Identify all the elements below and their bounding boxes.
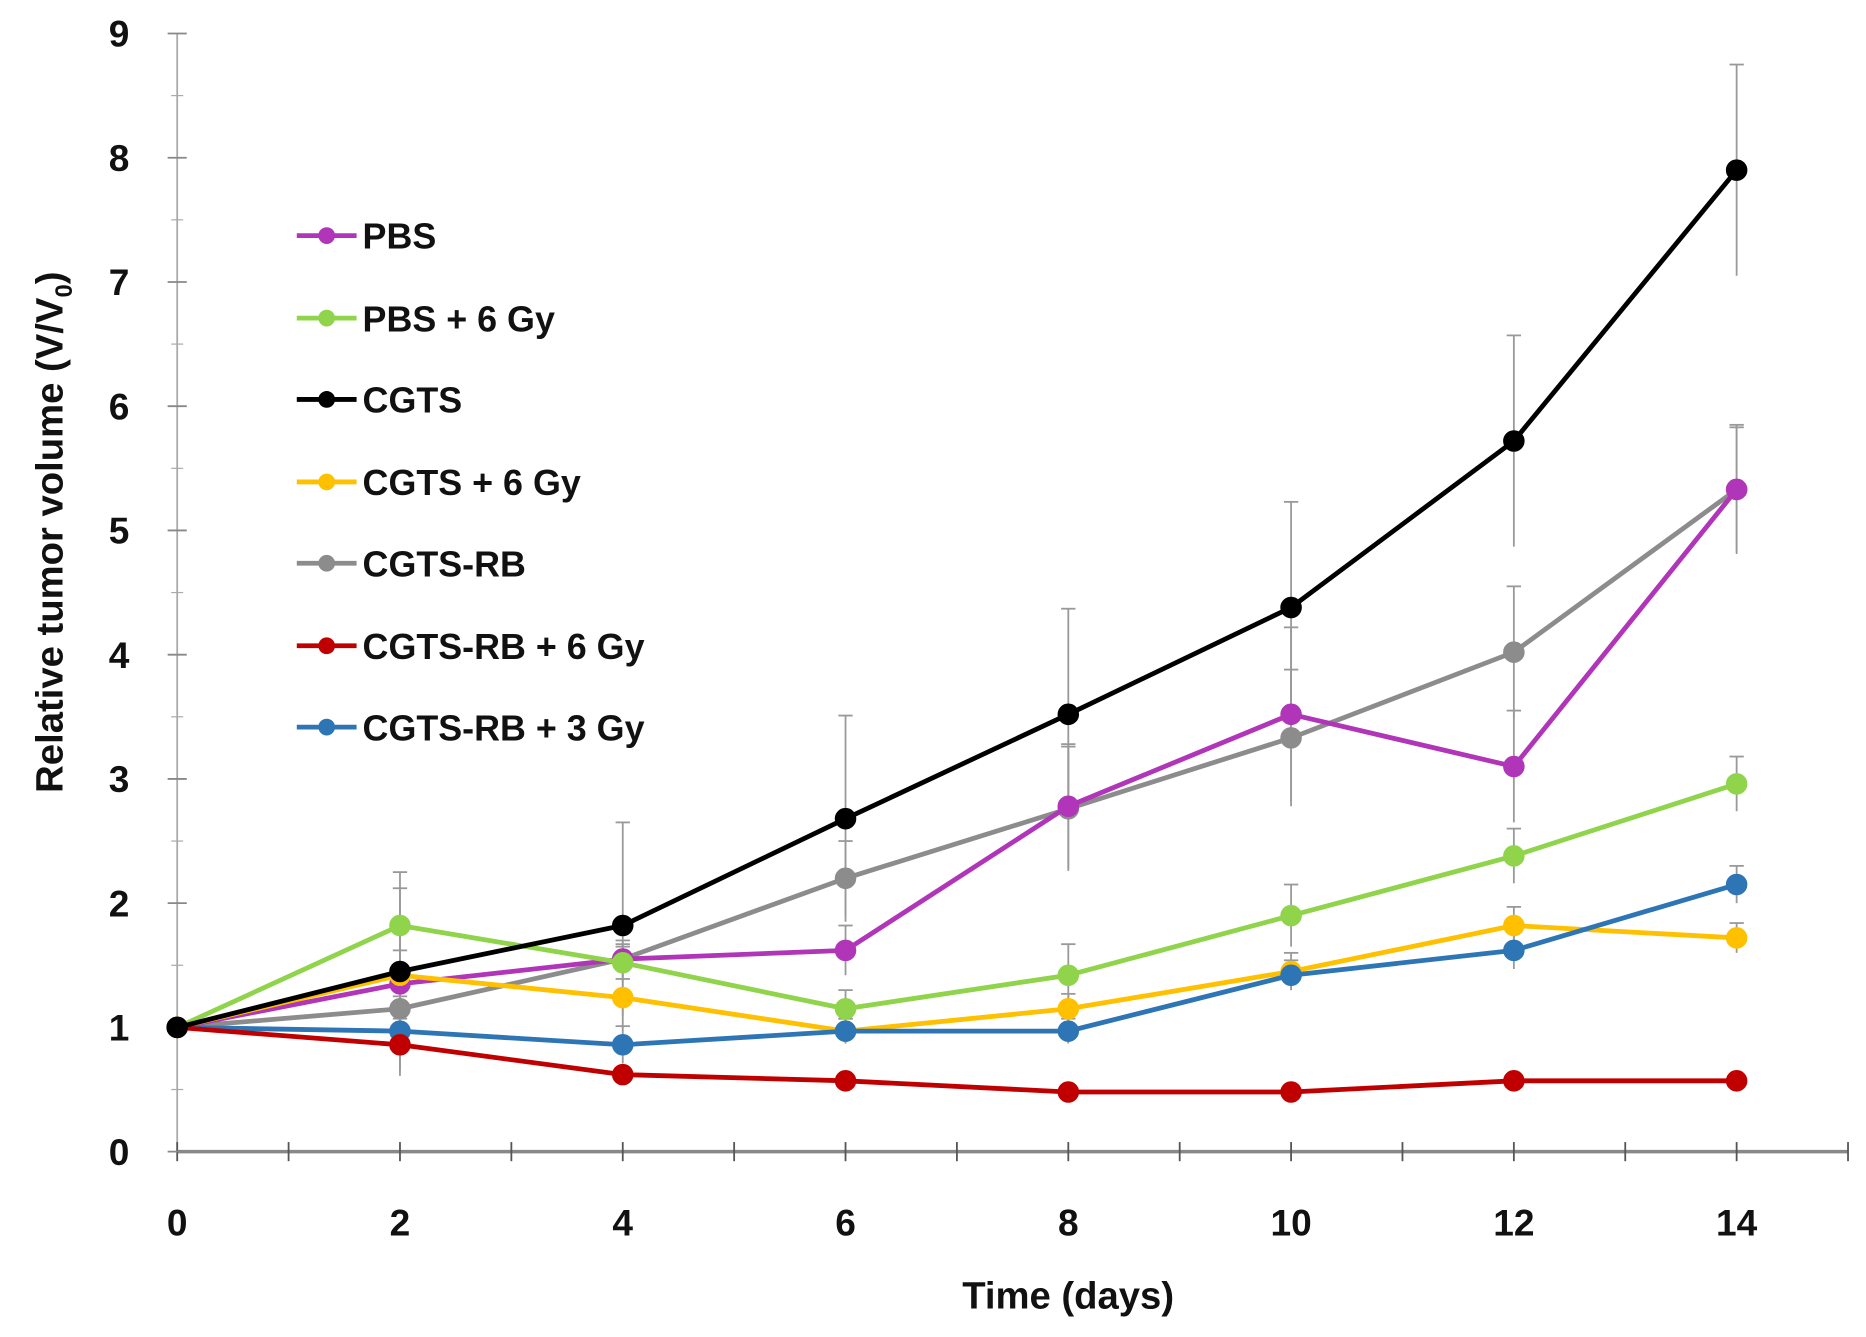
data-point <box>834 807 857 830</box>
x-tick-label: 4 <box>612 1201 633 1243</box>
series-line <box>177 1025 1737 1095</box>
y-axis-label: Relative tumor volume (V/V0) <box>28 272 78 793</box>
data-point <box>1503 1070 1525 1092</box>
legend-swatch-marker <box>318 473 336 491</box>
x-axis-label: Time (days) <box>962 1274 1174 1317</box>
data-point <box>389 914 411 937</box>
series-lines <box>166 159 1748 1103</box>
series-line <box>176 781 1738 1030</box>
x-tick-label: 8 <box>1058 1201 1079 1243</box>
data-point <box>1280 727 1302 749</box>
data-point <box>1725 773 1748 795</box>
x-tick-label: 6 <box>835 1201 856 1243</box>
data-point <box>611 1034 634 1056</box>
data-point <box>611 986 634 1009</box>
data-point <box>1503 939 1525 962</box>
legend-label: CGTS + 6 Gy <box>363 463 581 503</box>
data-point <box>834 867 857 890</box>
data-point <box>1280 596 1302 619</box>
data-point <box>611 1063 634 1086</box>
legend-item: CGTS-RB <box>296 544 526 584</box>
legend-swatch-marker <box>318 554 336 572</box>
legend-swatch-marker <box>318 718 336 736</box>
legend-label: PBS <box>363 217 437 257</box>
data-point <box>1503 845 1525 867</box>
x-tick-label: 14 <box>1716 1201 1758 1243</box>
data-point <box>1280 703 1302 726</box>
series-pbs-6-gy <box>166 773 1748 1039</box>
legend-item: CGTS + 6 Gy <box>296 463 581 503</box>
series-line <box>176 168 1739 1030</box>
data-point <box>1725 927 1748 949</box>
legend-label: CGTS-RB + 3 Gy <box>363 708 645 748</box>
legend-swatch-marker <box>318 309 336 327</box>
legend-label: CGTS-RB <box>363 544 526 584</box>
x-tick-label: 2 <box>390 1201 411 1243</box>
data-point <box>1057 964 1080 986</box>
series-line <box>177 487 1739 1030</box>
legend-swatch-marker <box>318 227 336 244</box>
data-point <box>1503 641 1525 663</box>
y-tick-label: 2 <box>109 882 130 924</box>
y-tick-label: 9 <box>109 13 130 55</box>
series-line <box>176 923 1737 1034</box>
data-point <box>611 914 634 937</box>
data-point <box>1057 703 1080 726</box>
legend-item: CGTS-RB + 6 Gy <box>296 627 645 667</box>
legend-swatch-marker <box>318 637 336 655</box>
legend-item: PBS <box>296 217 437 257</box>
series-line <box>177 882 1738 1048</box>
legend: PBS PBS + 6 Gy CGTS CGTS + 6 Gy CGTS-RB CGTS-… <box>296 217 645 748</box>
data-point <box>1280 964 1302 986</box>
legend-item: CGTS-RB + 3 Gy <box>296 708 645 748</box>
y-tick-label: 1 <box>109 1007 130 1049</box>
data-point <box>1725 159 1748 181</box>
legend-label: CGTS-RB + 6 Gy <box>363 627 645 667</box>
data-point <box>1057 997 1080 1020</box>
data-point <box>389 997 411 1020</box>
legend-label: CGTS <box>363 381 463 421</box>
data-point <box>1725 873 1748 896</box>
data-point <box>1725 478 1748 501</box>
legend-item: CGTS <box>296 381 463 421</box>
data-point <box>1057 1081 1080 1103</box>
data-point <box>834 1070 857 1092</box>
data-point <box>834 997 857 1020</box>
data-point <box>834 1020 857 1042</box>
data-point <box>1503 430 1525 452</box>
data-point <box>166 1016 188 1039</box>
y-tick-label: 0 <box>109 1131 130 1173</box>
data-point <box>1503 755 1525 778</box>
data-point <box>1057 795 1080 818</box>
x-tick-label: 10 <box>1270 1201 1311 1243</box>
y-tick-label: 3 <box>109 758 130 800</box>
x-tick-label: 12 <box>1493 1201 1534 1243</box>
data-point <box>1280 904 1302 927</box>
data-point <box>389 1034 411 1056</box>
y-tick-label: 8 <box>109 137 130 179</box>
legend-label: PBS + 6 Gy <box>363 299 555 339</box>
data-point <box>1725 1070 1748 1092</box>
y-tick-label: 7 <box>109 261 130 303</box>
data-point <box>611 952 634 974</box>
data-point <box>1057 1020 1080 1042</box>
y-tick-label: 5 <box>109 510 130 552</box>
data-point <box>389 960 411 983</box>
x-tick-label: 0 <box>167 1201 188 1243</box>
legend-item: PBS + 6 Gy <box>296 299 555 339</box>
data-point <box>1280 1081 1302 1103</box>
legend-swatch-marker <box>318 391 336 408</box>
y-tick-label: 6 <box>109 385 130 427</box>
y-tick-label: 4 <box>109 634 130 676</box>
data-point <box>834 939 857 962</box>
data-point <box>1503 914 1525 937</box>
series-cgts <box>166 159 1748 1039</box>
